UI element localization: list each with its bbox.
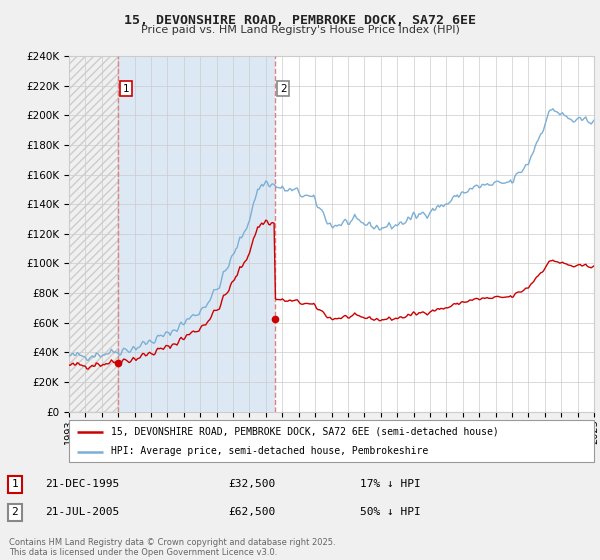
Text: 2: 2 bbox=[280, 83, 286, 94]
Text: 1: 1 bbox=[11, 479, 19, 489]
FancyBboxPatch shape bbox=[69, 420, 594, 462]
Text: HPI: Average price, semi-detached house, Pembrokeshire: HPI: Average price, semi-detached house,… bbox=[111, 446, 428, 456]
Text: 17% ↓ HPI: 17% ↓ HPI bbox=[360, 479, 421, 489]
Text: 21-JUL-2005: 21-JUL-2005 bbox=[45, 507, 119, 517]
Text: 15, DEVONSHIRE ROAD, PEMBROKE DOCK, SA72 6EE (semi-detached house): 15, DEVONSHIRE ROAD, PEMBROKE DOCK, SA72… bbox=[111, 427, 499, 437]
Text: 50% ↓ HPI: 50% ↓ HPI bbox=[360, 507, 421, 517]
Text: 1: 1 bbox=[122, 83, 129, 94]
Text: Price paid vs. HM Land Registry's House Price Index (HPI): Price paid vs. HM Land Registry's House … bbox=[140, 25, 460, 35]
Text: Contains HM Land Registry data © Crown copyright and database right 2025.
This d: Contains HM Land Registry data © Crown c… bbox=[9, 538, 335, 557]
Text: 15, DEVONSHIRE ROAD, PEMBROKE DOCK, SA72 6EE: 15, DEVONSHIRE ROAD, PEMBROKE DOCK, SA72… bbox=[124, 14, 476, 27]
Text: 2: 2 bbox=[11, 507, 19, 517]
Text: £32,500: £32,500 bbox=[228, 479, 275, 489]
Text: £62,500: £62,500 bbox=[228, 507, 275, 517]
Text: 21-DEC-1995: 21-DEC-1995 bbox=[45, 479, 119, 489]
